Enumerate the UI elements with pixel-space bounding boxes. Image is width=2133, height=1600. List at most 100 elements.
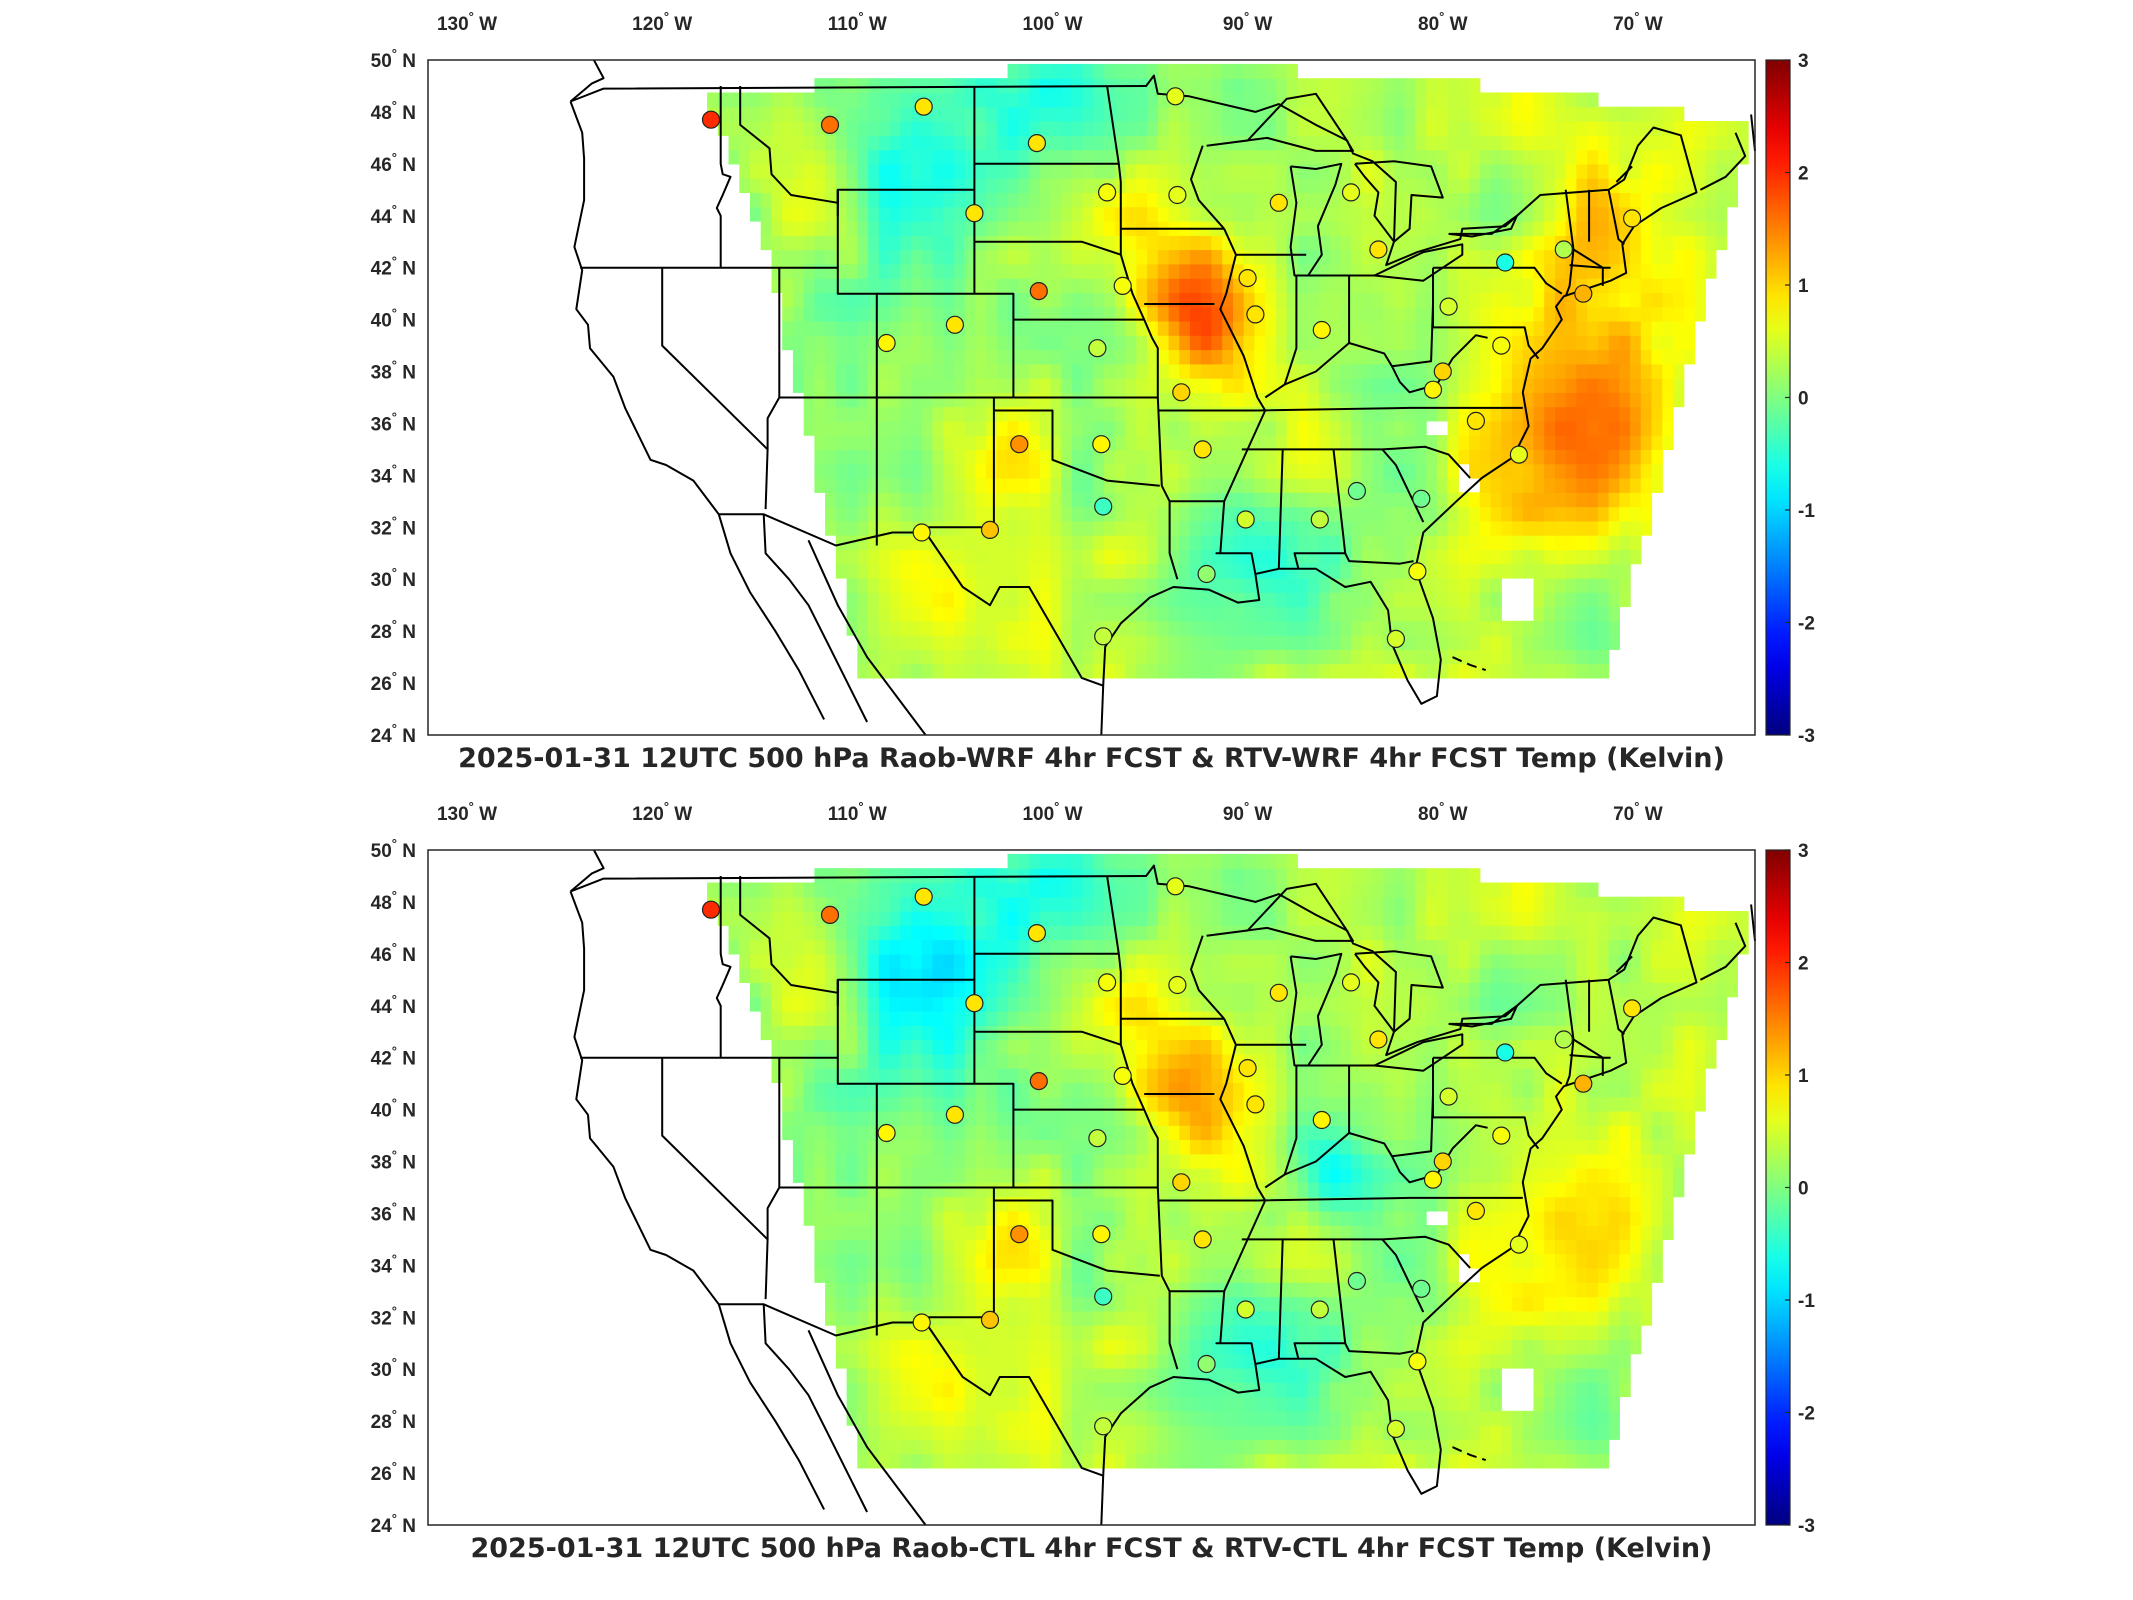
- field-cell: [1448, 421, 1459, 436]
- field-cell: [1544, 621, 1555, 636]
- field-cell: [1523, 93, 1534, 108]
- field-cell: [1051, 464, 1062, 479]
- field-cell: [1426, 135, 1437, 150]
- field-cell: [965, 1454, 976, 1469]
- field-cell: [1362, 192, 1373, 207]
- field-cell: [1297, 507, 1308, 522]
- field-cell: [1212, 335, 1223, 350]
- field-cell: [1652, 321, 1663, 336]
- field-cell: [772, 250, 783, 265]
- raob-station-marker: [1239, 270, 1256, 287]
- field-cell: [1179, 621, 1190, 636]
- field-cell: [1576, 592, 1587, 607]
- field-cell: [1652, 292, 1663, 307]
- field-cell: [943, 1325, 954, 1340]
- field-cell: [1072, 335, 1083, 350]
- field-cell: [1040, 392, 1051, 407]
- field-cell: [1405, 592, 1416, 607]
- field-cell: [836, 1225, 847, 1240]
- field-cell: [1287, 521, 1298, 536]
- field-cell: [922, 1197, 933, 1212]
- field-cell: [825, 78, 836, 93]
- field-cell: [1684, 235, 1695, 250]
- field-cell: [1051, 897, 1062, 912]
- field-cell: [1469, 492, 1480, 507]
- field-cell: [1040, 64, 1051, 79]
- field-cell: [1265, 521, 1276, 536]
- field-cell: [943, 1040, 954, 1055]
- field-cell: [1040, 1254, 1051, 1269]
- field-cell: [1297, 221, 1308, 236]
- field-cell: [1158, 135, 1169, 150]
- field-cell: [1448, 207, 1459, 222]
- field-cell: [900, 1397, 911, 1412]
- field-cell: [1576, 392, 1587, 407]
- field-cell: [943, 78, 954, 93]
- field-cell: [933, 378, 944, 393]
- field-cell: [1115, 107, 1126, 122]
- field-cell: [1394, 107, 1405, 122]
- field-cell: [804, 1182, 815, 1197]
- field-cell: [1437, 535, 1448, 550]
- field-cell: [1115, 649, 1126, 664]
- field-cell: [1448, 121, 1459, 136]
- field-cell: [1083, 1325, 1094, 1340]
- field-cell: [1405, 635, 1416, 650]
- field-cell: [986, 925, 997, 940]
- field-cell: [1254, 664, 1265, 679]
- field-cell: [1319, 535, 1330, 550]
- field-cell: [836, 150, 847, 165]
- field-cell: [857, 1097, 868, 1112]
- field-cell: [933, 192, 944, 207]
- field-cell: [868, 1054, 879, 1069]
- field-cell: [1534, 449, 1545, 464]
- field-cell: [847, 997, 858, 1012]
- field-cell: [879, 1397, 890, 1412]
- field-cell: [1458, 264, 1469, 279]
- field-cell: [1662, 407, 1673, 422]
- field-cell: [1222, 192, 1233, 207]
- field-cell: [1029, 854, 1040, 869]
- field-cell: [1566, 164, 1577, 179]
- field-cell: [1029, 1282, 1040, 1297]
- field-cell: [836, 164, 847, 179]
- field-cell: [1040, 1111, 1051, 1126]
- field-cell: [825, 1025, 836, 1040]
- field-cell: [1415, 121, 1426, 136]
- field-cell: [1040, 1125, 1051, 1140]
- field-cell: [814, 883, 825, 898]
- field-cell: [986, 1239, 997, 1254]
- field-cell: [847, 521, 858, 536]
- field-cell: [975, 1154, 986, 1169]
- field-cell: [847, 1111, 858, 1126]
- field-cell: [1083, 150, 1094, 165]
- field-cell: [1169, 207, 1180, 222]
- field-cell: [1126, 335, 1137, 350]
- field-cell: [857, 1382, 868, 1397]
- field-cell: [986, 1339, 997, 1354]
- field-cell: [943, 164, 954, 179]
- field-cell: [997, 107, 1008, 122]
- field-cell: [1383, 378, 1394, 393]
- field-cell: [1201, 649, 1212, 664]
- field-cell: [911, 507, 922, 522]
- field-cell: [857, 449, 868, 464]
- field-cell: [1061, 492, 1072, 507]
- field-cell: [1147, 607, 1158, 622]
- field-cell: [1469, 235, 1480, 250]
- field-cell: [879, 925, 890, 940]
- latitude-tick-label: 50° N: [371, 46, 416, 72]
- field-cell: [1018, 1425, 1029, 1440]
- field-cell: [1566, 507, 1577, 522]
- field-cell: [1480, 164, 1491, 179]
- field-cell: [761, 1011, 772, 1026]
- field-cell: [933, 1154, 944, 1169]
- field-cell: [1018, 1068, 1029, 1083]
- field-cell: [847, 350, 858, 365]
- field-cell: [814, 78, 825, 93]
- field-cell: [933, 940, 944, 955]
- field-cell: [857, 1254, 868, 1269]
- field-cell: [986, 135, 997, 150]
- field-cell: [1158, 107, 1169, 122]
- field-cell: [1512, 664, 1523, 679]
